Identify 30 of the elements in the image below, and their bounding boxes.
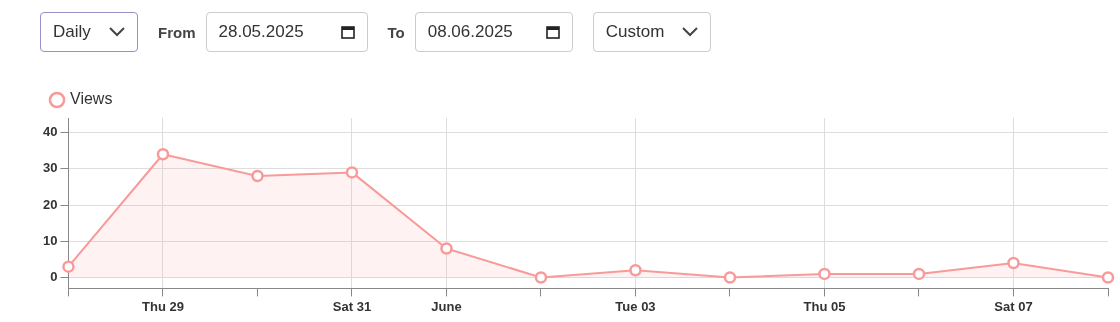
point [251, 169, 264, 183]
x-tick-label: Tue 03 [615, 298, 656, 314]
point [1101, 271, 1115, 284]
y-tick-label: 40 [42, 124, 58, 140]
x-tick-label: Thu 05 [803, 298, 846, 314]
x-tick-label: Sat 31 [332, 298, 372, 314]
y-tick-label: 30 [42, 160, 58, 176]
text: From [158, 23, 196, 41]
text: 28.05.2025 [218, 22, 304, 42]
text: Custom [605, 22, 665, 42]
text: 08.06.2025 [427, 22, 513, 42]
point [1007, 256, 1020, 270]
x-tick-label: June [431, 298, 462, 314]
legend-label: Views [70, 90, 113, 108]
point [62, 260, 75, 273]
text: To [387, 23, 405, 41]
point [912, 267, 926, 281]
x-tick-label: Sat 07 [994, 298, 1033, 314]
point [534, 271, 548, 284]
x-tick-label: Thu 29 [142, 298, 184, 314]
point [629, 264, 642, 277]
point [818, 267, 831, 281]
point [723, 271, 737, 284]
y-tick-label: 0 [50, 269, 58, 285]
y-tick-label: 20 [42, 196, 58, 212]
point [156, 148, 170, 161]
point [440, 242, 453, 255]
text: Daily [53, 22, 91, 42]
point [345, 166, 359, 179]
y-tick-label: 10 [42, 232, 58, 248]
